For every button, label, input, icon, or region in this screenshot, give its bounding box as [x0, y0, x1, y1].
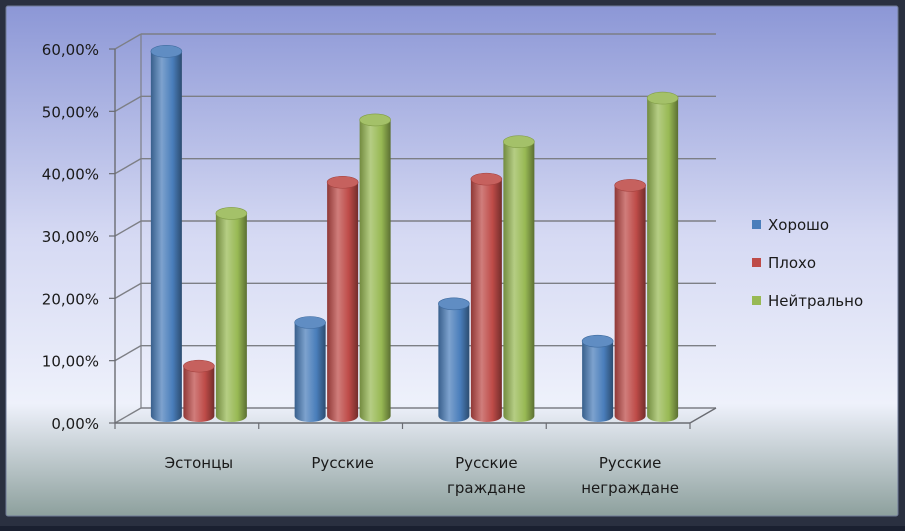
- legend-item: Нейтрально: [752, 292, 863, 310]
- bar-top: [326, 175, 359, 189]
- bar: [503, 135, 535, 422]
- legend-label: Нейтрально: [768, 292, 863, 310]
- floor-edge: [689, 407, 717, 424]
- gridline-side: [114, 282, 142, 299]
- y-tick-label: 20,00%: [42, 290, 99, 308]
- bar-body: [359, 119, 391, 423]
- bar: [215, 207, 248, 422]
- bar-body: [215, 213, 247, 422]
- bar: [359, 113, 391, 423]
- x-tick-label: Русские граждане: [447, 454, 526, 497]
- bar-top: [183, 359, 215, 373]
- legend-label: Плохо: [768, 254, 816, 272]
- bar-top: [503, 135, 535, 149]
- y-tick-label: 10,00%: [42, 353, 99, 371]
- bar-body: [150, 51, 182, 422]
- bar: [470, 172, 503, 422]
- bar-body: [614, 185, 646, 422]
- gridline-side: [114, 345, 142, 362]
- gridline-side: [114, 158, 142, 175]
- y-tick-label: 60,00%: [42, 41, 99, 59]
- bar-body: [470, 179, 502, 422]
- y-tick-label: 0,00%: [51, 415, 99, 433]
- bar-body: [582, 341, 614, 422]
- bar: [581, 334, 614, 422]
- bar-top: [646, 91, 679, 105]
- legend-item: Хорошо: [752, 216, 829, 234]
- y-tick-label: 40,00%: [42, 166, 99, 184]
- bar-top: [438, 297, 470, 311]
- bar-top: [581, 334, 614, 348]
- legend-swatch: [752, 220, 761, 229]
- legend-item: Плохо: [752, 254, 816, 272]
- bar-body: [327, 182, 359, 422]
- bar: [183, 359, 215, 422]
- bar: [326, 175, 359, 422]
- bar-top: [150, 45, 183, 58]
- gridline-side: [114, 33, 142, 50]
- legend-swatch: [752, 258, 761, 267]
- bar: [438, 297, 470, 422]
- x-tick-label: Эстонцы: [165, 454, 234, 472]
- bar: [294, 316, 326, 422]
- bar-body: [294, 322, 326, 422]
- bar-body: [438, 303, 470, 422]
- chart-background: [5, 5, 899, 517]
- bar: [150, 45, 183, 422]
- bar-body: [647, 98, 679, 422]
- bar: [614, 179, 646, 422]
- gridline-side: [114, 407, 142, 424]
- bar-top: [359, 113, 391, 127]
- bar: [646, 91, 679, 422]
- legend-label: Хорошо: [768, 216, 829, 234]
- bar-body: [503, 141, 535, 422]
- y-tick-label: 50,00%: [42, 103, 99, 121]
- gridline-side: [114, 220, 142, 237]
- x-tick-label: Русские: [311, 454, 373, 472]
- bar-top: [215, 207, 248, 220]
- y-tick-label: 30,00%: [42, 228, 99, 246]
- legend-swatch: [752, 296, 761, 305]
- bar-body: [183, 366, 215, 422]
- bar-top: [294, 316, 326, 329]
- bar-top: [614, 179, 646, 192]
- gridline-side: [114, 95, 142, 112]
- x-tick-label: Русские неграждане: [581, 454, 679, 497]
- bar-top: [470, 172, 503, 186]
